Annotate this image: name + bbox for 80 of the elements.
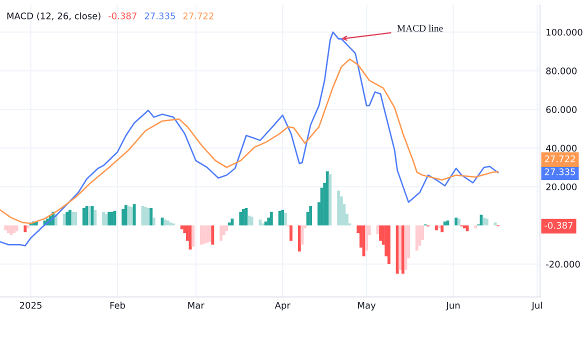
x-tick-label: Jul <box>531 302 542 310</box>
y-tick-label: 40.000 <box>546 144 577 152</box>
y-tick-label: 60.000 <box>546 106 577 113</box>
bar <box>192 225 195 247</box>
y-tick-label: 80.000 <box>546 67 577 74</box>
bar <box>440 225 444 232</box>
bar <box>24 225 27 232</box>
y-tick-label: 100.000 <box>546 28 582 36</box>
bar <box>387 225 390 264</box>
bar <box>482 218 486 226</box>
bar <box>132 204 136 226</box>
bar <box>164 220 167 226</box>
bar <box>169 222 172 226</box>
x-tick-label: May <box>358 302 376 310</box>
bar <box>290 225 292 241</box>
bar <box>150 208 153 226</box>
bar <box>108 212 111 226</box>
bar <box>4 225 8 230</box>
bar <box>160 218 164 226</box>
bar <box>446 220 450 226</box>
bar <box>228 222 231 226</box>
y-tick-label: -20.000 <box>546 260 580 268</box>
text: 27.722 <box>544 155 575 162</box>
bar <box>300 225 304 245</box>
bar <box>130 207 133 226</box>
annotation: MACD line <box>397 24 443 32</box>
bar <box>457 218 460 226</box>
bar <box>415 225 418 251</box>
annotation: 27.722 <box>183 12 214 20</box>
bar <box>12 225 16 234</box>
bar <box>270 212 273 226</box>
bar <box>309 206 312 226</box>
bar <box>102 212 105 226</box>
x-tick-label: 2025 <box>20 302 42 309</box>
bar <box>463 225 466 228</box>
bar <box>284 212 287 226</box>
bar <box>281 210 284 226</box>
bar <box>398 225 402 270</box>
bar <box>122 208 125 226</box>
x-tick-label: Jun <box>446 302 460 310</box>
bar <box>401 225 404 274</box>
text: MACD (12, 26, close) <box>7 12 100 20</box>
bar <box>365 225 368 251</box>
text: 27.335 <box>544 168 576 176</box>
bar <box>239 212 242 226</box>
bar <box>250 216 254 226</box>
bar <box>88 206 92 226</box>
bar <box>225 225 228 232</box>
bar <box>152 218 156 226</box>
bar <box>454 218 458 226</box>
text: -0.387 <box>544 222 573 229</box>
bar <box>94 210 97 226</box>
annotation: -0.387 <box>108 12 136 20</box>
bar <box>379 225 382 241</box>
bar <box>82 208 86 226</box>
x-tick-label: Apr <box>274 302 290 310</box>
bar <box>166 220 170 226</box>
line-series <box>0 31 499 246</box>
bar <box>466 225 469 232</box>
bar <box>15 225 18 232</box>
bar <box>26 225 30 228</box>
bar <box>200 225 203 245</box>
y-tick-label: 20.000 <box>546 183 577 190</box>
bar <box>248 216 251 226</box>
bar <box>141 206 144 226</box>
bar <box>211 225 214 245</box>
x-tick-label: Feb <box>110 302 126 309</box>
x-tick-label: Mar <box>188 302 204 309</box>
bar <box>74 212 78 226</box>
bar <box>127 206 130 226</box>
bar <box>485 218 488 226</box>
bar <box>337 190 340 226</box>
bar <box>220 225 223 241</box>
line-series <box>0 58 499 224</box>
bar <box>68 210 72 226</box>
bar <box>66 212 69 226</box>
bar <box>435 225 438 230</box>
bar <box>474 225 478 228</box>
annotation: 27.335 <box>144 12 175 20</box>
bar <box>328 174 332 226</box>
